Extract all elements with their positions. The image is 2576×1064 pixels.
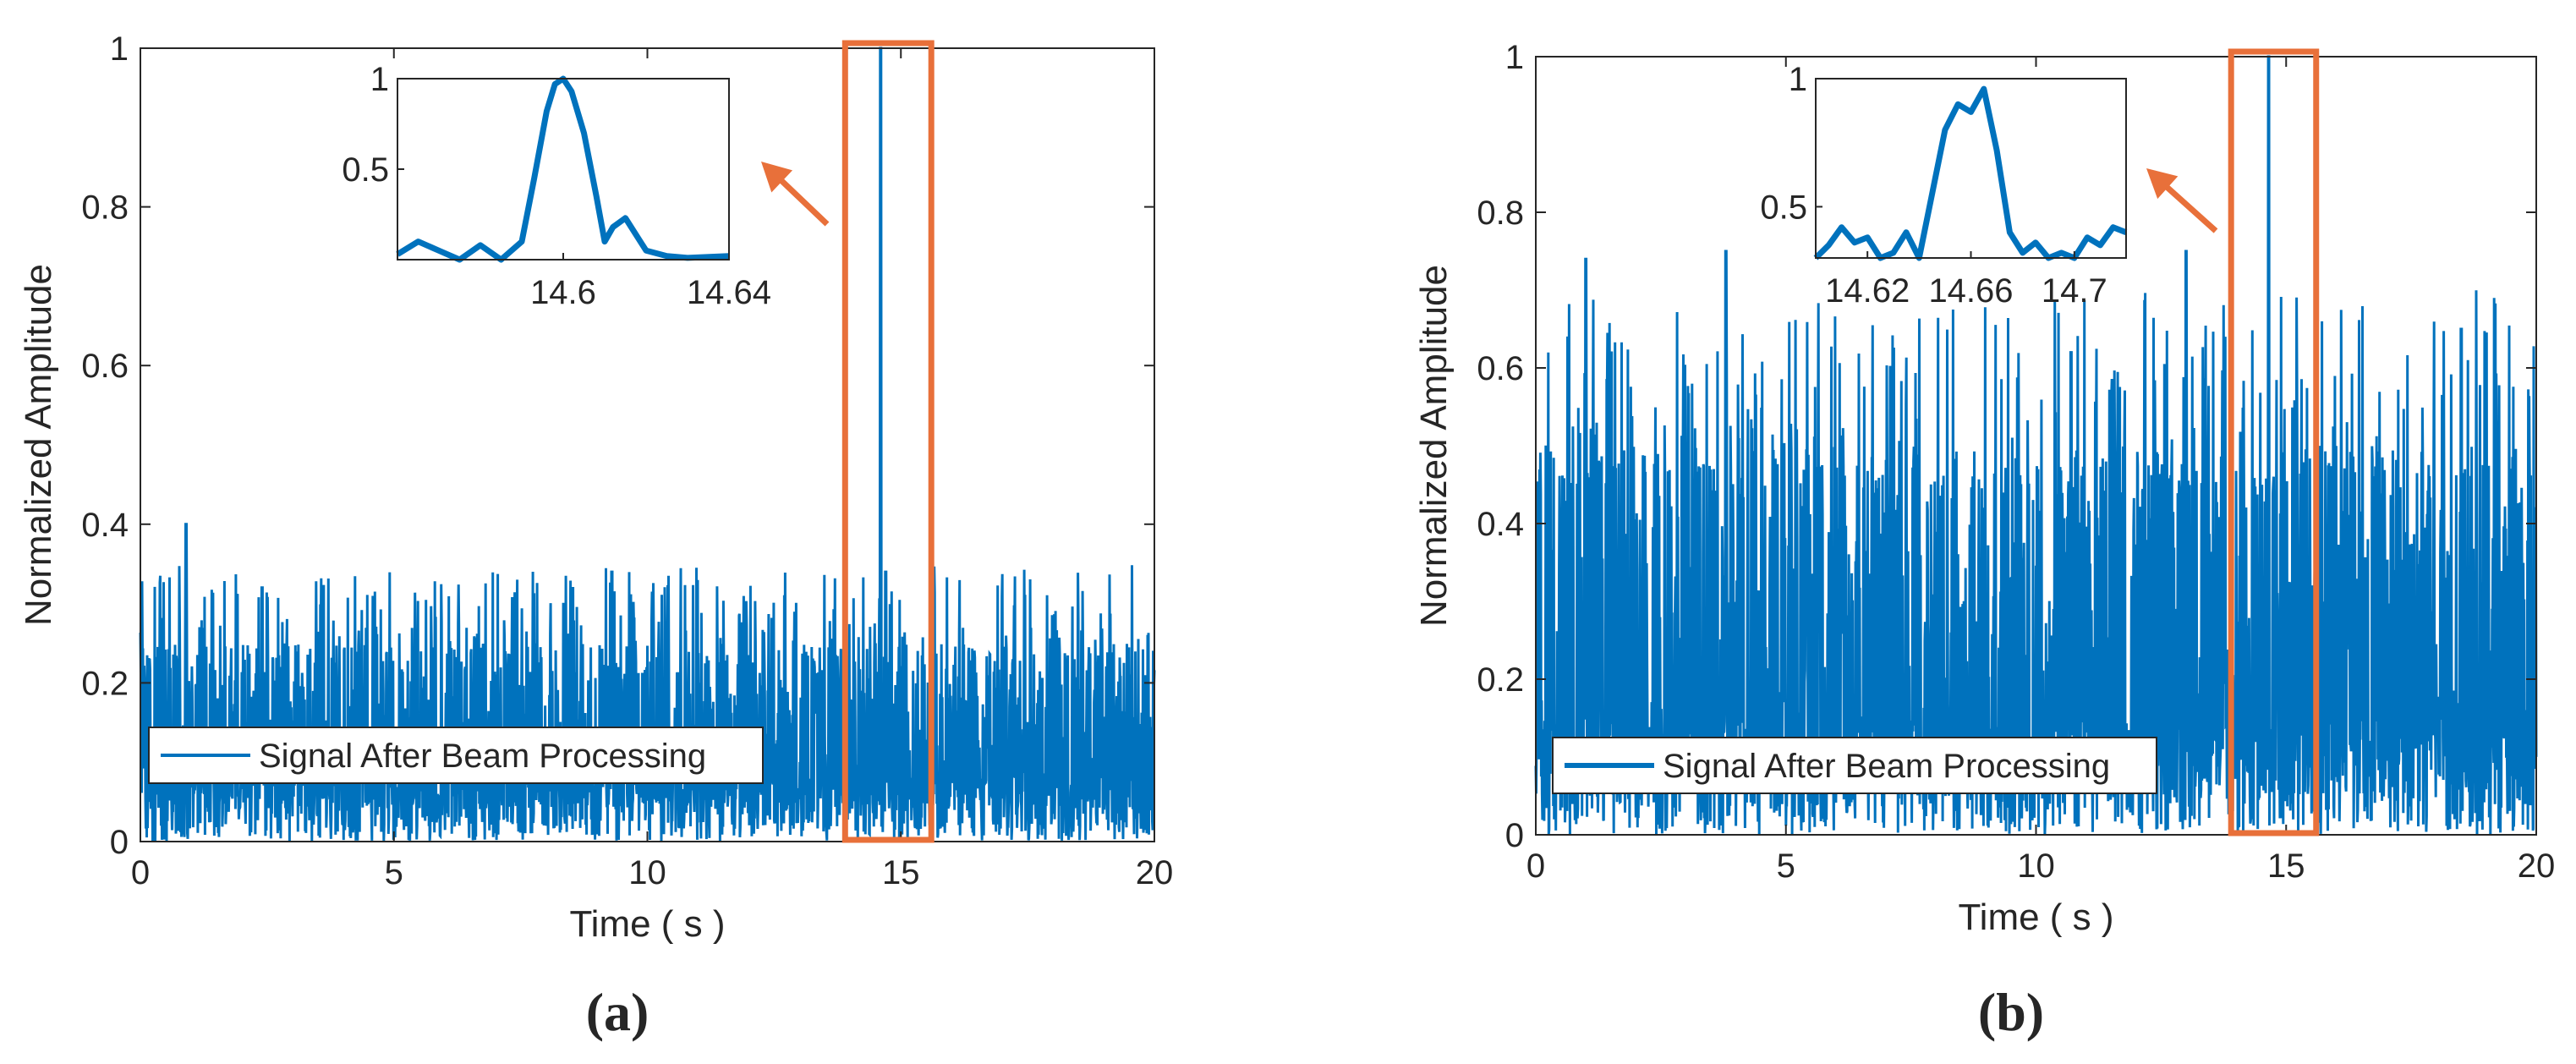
inset-x-tick-label: 14.62 bbox=[1825, 272, 1910, 310]
x-tick-label: 0 bbox=[1526, 847, 1545, 885]
panel-label-b: (b) bbox=[1978, 982, 2044, 1042]
y-tick-label: 0 bbox=[1505, 817, 1524, 854]
y-tick-label: 0.2 bbox=[81, 665, 129, 702]
arrow-line bbox=[2156, 177, 2218, 233]
y-tick-label: 0 bbox=[110, 824, 129, 861]
x-tick-label: 15 bbox=[882, 854, 920, 891]
highlight-box bbox=[841, 40, 934, 843]
legend-box bbox=[148, 727, 764, 784]
legend-entry: Signal After Beam Processing bbox=[1663, 748, 2110, 785]
arrow-head-icon bbox=[761, 162, 793, 193]
inset-y-tick-label: 1 bbox=[1789, 61, 1807, 98]
series-line-signal bbox=[1534, 55, 2538, 835]
series-line-signal bbox=[139, 47, 1156, 842]
x-tick-label: 20 bbox=[1136, 854, 1174, 891]
inset-x-tick-label: 14.7 bbox=[2042, 272, 2107, 310]
x-tick-label: 10 bbox=[628, 854, 666, 891]
y-tick-label: 1 bbox=[1505, 39, 1524, 76]
inset-plot: 14.6 14.64 0.5 1 bbox=[342, 61, 771, 311]
inset-background bbox=[397, 79, 729, 260]
panel-a: 0 5 10 15 20 0 0.2 0.4 0.6 0.8 1 Time ( s ) Normaliz… bbox=[18, 30, 1173, 945]
panel-b: 0 5 10 15 20 0 0.2 0.4 0.6 0.8 1 Time ( s ) Normaliz… bbox=[1413, 39, 2555, 938]
x-tick-label: 20 bbox=[2518, 847, 2556, 885]
y-tick-label: 1 bbox=[110, 30, 129, 68]
x-tick-label: 5 bbox=[1777, 847, 1795, 885]
highlight-box bbox=[2228, 48, 2320, 836]
inset-x-tick-label: 14.6 bbox=[530, 274, 596, 311]
y-tick-label: 0.6 bbox=[1477, 350, 1524, 387]
arrow-head-icon bbox=[2146, 168, 2179, 200]
inset-y-tick-label: 1 bbox=[370, 61, 389, 98]
legend-entry: Signal After Beam Processing bbox=[259, 738, 706, 775]
x-axis-label: Time ( s ) bbox=[1958, 897, 2113, 938]
y-tick-label: 0.2 bbox=[1477, 661, 1524, 699]
inset-background bbox=[1816, 79, 2126, 258]
x-axis-label: Time ( s ) bbox=[569, 903, 725, 945]
inset-x-tick-label: 14.64 bbox=[687, 274, 771, 311]
y-axis-label: Normalized Amplitude bbox=[1413, 265, 1455, 627]
y-tick-label: 0.4 bbox=[1477, 506, 1524, 543]
x-tick-label: 5 bbox=[385, 854, 403, 891]
x-tick-label: 15 bbox=[2267, 847, 2305, 885]
y-tick-label: 0.8 bbox=[1477, 195, 1524, 232]
x-tick-label: 0 bbox=[131, 854, 150, 891]
panel-label-a: (a) bbox=[586, 982, 649, 1042]
y-tick-label: 0.8 bbox=[81, 189, 129, 227]
inset-plot: 14.62 14.66 14.7 0.5 1 bbox=[1760, 61, 2128, 310]
inset-y-tick-label: 0.5 bbox=[342, 151, 389, 189]
inset-y-tick-label: 0.5 bbox=[1760, 189, 1807, 226]
inset-x-tick-label: 14.66 bbox=[1928, 272, 2013, 310]
y-axis-label: Normalized Amplitude bbox=[18, 264, 59, 626]
y-tick-label: 0.4 bbox=[81, 507, 129, 544]
y-tick-label: 0.6 bbox=[81, 348, 129, 385]
x-tick-label: 10 bbox=[2017, 847, 2055, 885]
